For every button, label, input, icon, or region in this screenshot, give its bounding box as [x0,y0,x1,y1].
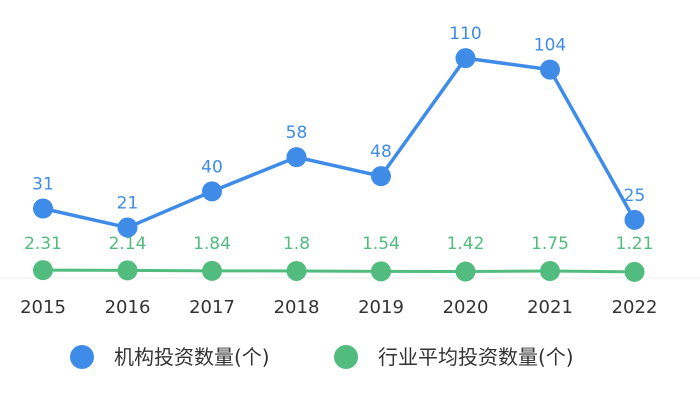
point-institution-count-2016 [117,217,138,238]
data-label-industry-average-2022: 1.21 [616,234,654,254]
point-institution-count-2021 [540,59,560,80]
x-tick-2015: 2015 [20,297,66,318]
point-industry-average-2019 [371,261,391,282]
point-institution-count-2022 [624,209,645,230]
point-institution-count-2020 [455,48,476,69]
data-label-industry-average-2015: 2.31 [24,234,62,254]
x-tick-2019: 2019 [358,297,404,318]
legend-item-industry-average: 行业平均投资数量(个) [334,345,574,369]
point-industry-average-2018 [286,260,307,281]
data-label-institution-count-2016: 21 [117,194,139,214]
legend-marker-institution-count [70,345,94,369]
data-label-institution-count-2017: 40 [201,157,223,177]
x-tick-2016: 2016 [105,297,151,318]
data-label-industry-average-2020: 1.42 [447,234,485,254]
series-line-institution-count [41,56,637,230]
data-label-industry-average-2016: 2.14 [109,234,147,254]
point-industry-average-2015 [33,260,53,281]
legend: 机构投资数量(个) 行业平均投资数量(个) [70,345,574,369]
series-layer: 2.31 2.14 1.84 1.8 1.54 1.42 1.75 1.21 31 21 40 58 4… [24,24,653,282]
data-label-institution-count-2020: 110 [449,24,481,44]
data-label-industry-average-2021: 1.75 [531,234,569,254]
x-axis-ticks: 2015 2016 2017 2018 2019 2020 2021 2022 [20,297,657,318]
data-label-institution-count-2019: 48 [370,142,392,162]
point-industry-average-2016 [117,260,138,281]
legend-item-institution-count: 机构投资数量(个) [70,345,270,369]
point-industry-average-2017 [202,260,222,281]
point-institution-count-2018 [286,147,307,168]
point-industry-average-2022 [624,261,645,282]
point-institution-count-2015 [33,198,53,219]
data-label-industry-average-2017: 1.84 [193,234,231,254]
data-label-institution-count-2018: 58 [286,123,308,143]
x-tick-2018: 2018 [274,297,320,318]
x-tick-2017: 2017 [189,297,235,318]
point-institution-count-2017 [202,181,222,202]
data-label-industry-average-2019: 1.54 [362,234,400,254]
data-label-institution-count-2015: 31 [32,175,54,195]
data-label-institution-count-2022: 25 [624,186,646,206]
series-industry-average: 2.31 2.14 1.84 1.8 1.54 1.42 1.75 1.21 [24,234,653,282]
data-label-industry-average-2018: 1.8 [283,234,310,254]
legend-label-industry-average: 行业平均投资数量(个) [378,345,574,369]
series-line-industry-average [41,268,636,274]
x-tick-2022: 2022 [612,297,658,318]
point-industry-average-2020 [455,261,476,282]
legend-marker-industry-average [334,345,358,369]
point-industry-average-2021 [540,261,560,282]
point-institution-count-2019 [371,166,391,187]
legend-label-institution-count: 机构投资数量(个) [114,345,270,369]
data-label-institution-count-2021: 104 [534,36,566,56]
series-institution-count: 31 21 40 58 48 110 104 25 [32,24,646,238]
x-tick-2021: 2021 [527,297,573,318]
x-tick-2020: 2020 [443,297,489,318]
